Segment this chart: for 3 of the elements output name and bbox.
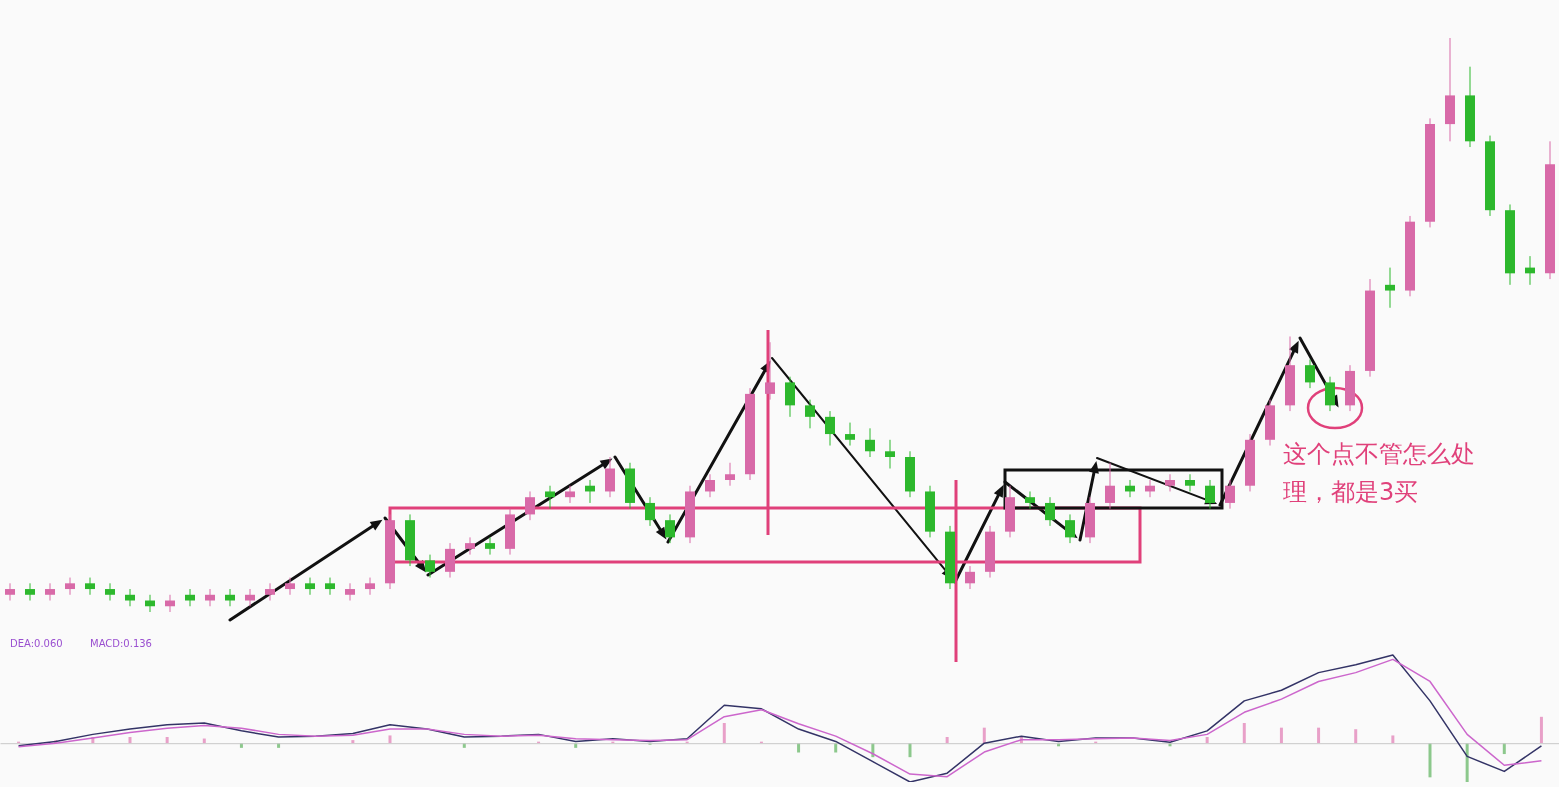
annotation: 这个点不管怎么处理，都是3买 [1283,440,1475,506]
text: MACD:0.136 [90,638,152,649]
text: DEA:0.060 [10,638,63,649]
